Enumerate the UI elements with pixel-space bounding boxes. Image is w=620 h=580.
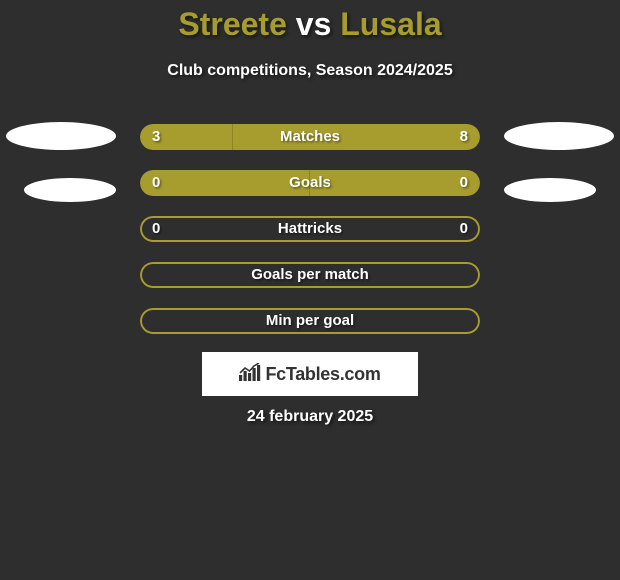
subtitle: Club competitions, Season 2024/2025 [0,62,620,80]
comparison-canvas: Streete vs Lusala Club competitions, Sea… [0,0,620,580]
player-right-name: Lusala [340,6,441,42]
title-vs: vs [287,6,340,42]
stat-row-goals: Goals00 [140,170,480,196]
stat-bar-empty [140,308,480,334]
logo-box[interactable]: FcTables.com [202,352,418,396]
stat-row-matches: Matches38 [140,124,480,150]
logo-text: FcTables.com [265,364,380,385]
stat-bar-left [140,170,310,196]
stat-row-min-per-goal: Min per goal [140,308,480,334]
stat-bar-right [310,170,480,196]
player-right-badge-1 [504,122,614,150]
stat-bar-empty [140,262,480,288]
stat-row-goals-per-match: Goals per match [140,262,480,288]
player-left-badge-1 [6,122,116,150]
stat-bar-right [233,124,480,150]
stat-row-hattricks: Hattricks00 [140,216,480,242]
page-title: Streete vs Lusala [0,6,620,43]
stat-bar-empty [140,216,480,242]
player-left-name: Streete [178,6,287,42]
player-right-badge-2 [504,178,596,202]
stats-container: Matches38 Goals00 Hattricks00 Goals per mat… [140,124,480,354]
stat-bar-left [140,124,233,150]
logo-chart-icon [239,363,261,386]
player-left-badge-2 [24,178,116,202]
date-label: 24 february 2025 [0,408,620,426]
